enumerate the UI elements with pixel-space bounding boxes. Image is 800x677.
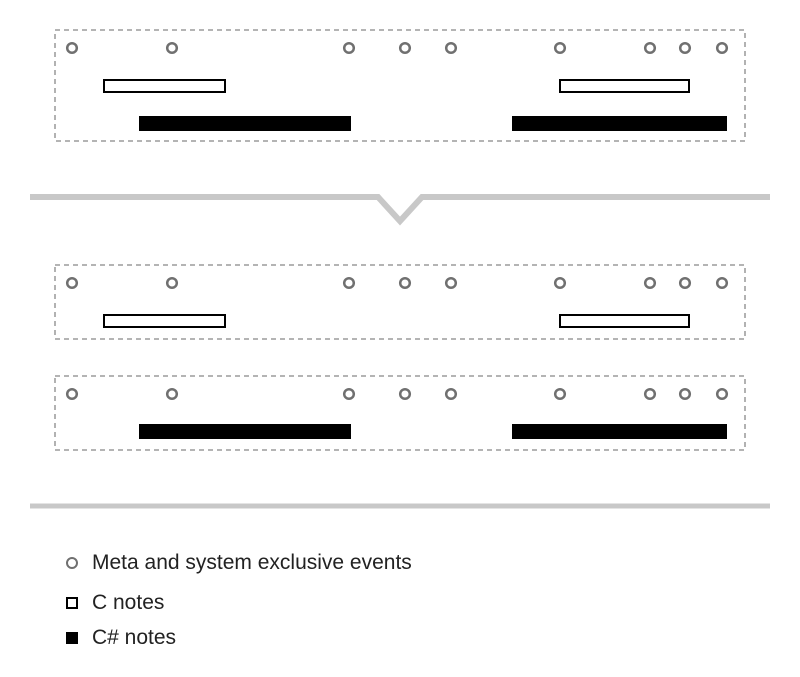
event-circle [715, 41, 729, 55]
c-note-bar [103, 314, 226, 328]
event-circle [643, 387, 657, 401]
event-circle [444, 387, 458, 401]
c-note-bar [103, 79, 226, 93]
event-circle [553, 276, 567, 290]
track-original [54, 29, 746, 142]
event-circle [444, 41, 458, 55]
event-circle [553, 41, 567, 55]
track-border [54, 29, 746, 142]
event-circle [444, 276, 458, 290]
legend-item-c-notes: C notes [66, 591, 164, 615]
event-circle [342, 387, 356, 401]
event-circle [678, 276, 692, 290]
c-sharp-note-icon [66, 632, 78, 644]
event-circle [398, 276, 412, 290]
event-circle [65, 276, 79, 290]
event-circle [342, 276, 356, 290]
c-sharp-note-bar [139, 424, 351, 439]
chevron-down-icon [30, 194, 770, 226]
c-note-bar [559, 79, 690, 93]
c-sharp-note-bar [139, 116, 351, 131]
c-note-icon [66, 597, 78, 609]
c-note-bar [559, 314, 690, 328]
event-circle [553, 387, 567, 401]
event-circle [678, 387, 692, 401]
event-circle [643, 276, 657, 290]
event-circle [65, 387, 79, 401]
track-c-notes [54, 264, 746, 340]
legend-label-events: Meta and system exclusive events [92, 551, 412, 574]
c-sharp-note-bar [512, 116, 727, 131]
c-sharp-note-bar [512, 424, 727, 439]
event-circle [342, 41, 356, 55]
event-circle [715, 276, 729, 290]
legend-label-c-notes: C notes [92, 591, 165, 614]
tracks-layer [54, 29, 746, 451]
event-circle-icon [66, 557, 78, 569]
event-circle [65, 41, 79, 55]
track-c-sharp-notes [54, 375, 746, 451]
track-border [54, 264, 746, 340]
event-circle [398, 41, 412, 55]
event-circle [715, 387, 729, 401]
legend-item-c-sharp-notes: C# notes [66, 626, 176, 650]
legend-label-c-sharp-notes: C# notes [92, 626, 177, 649]
event-circle [165, 387, 179, 401]
event-circle [165, 276, 179, 290]
event-circle [643, 41, 657, 55]
legend-item-events: Meta and system exclusive events [66, 551, 412, 575]
event-circle [678, 41, 692, 55]
event-circle [398, 387, 412, 401]
track-border [54, 375, 746, 451]
event-circle [165, 41, 179, 55]
